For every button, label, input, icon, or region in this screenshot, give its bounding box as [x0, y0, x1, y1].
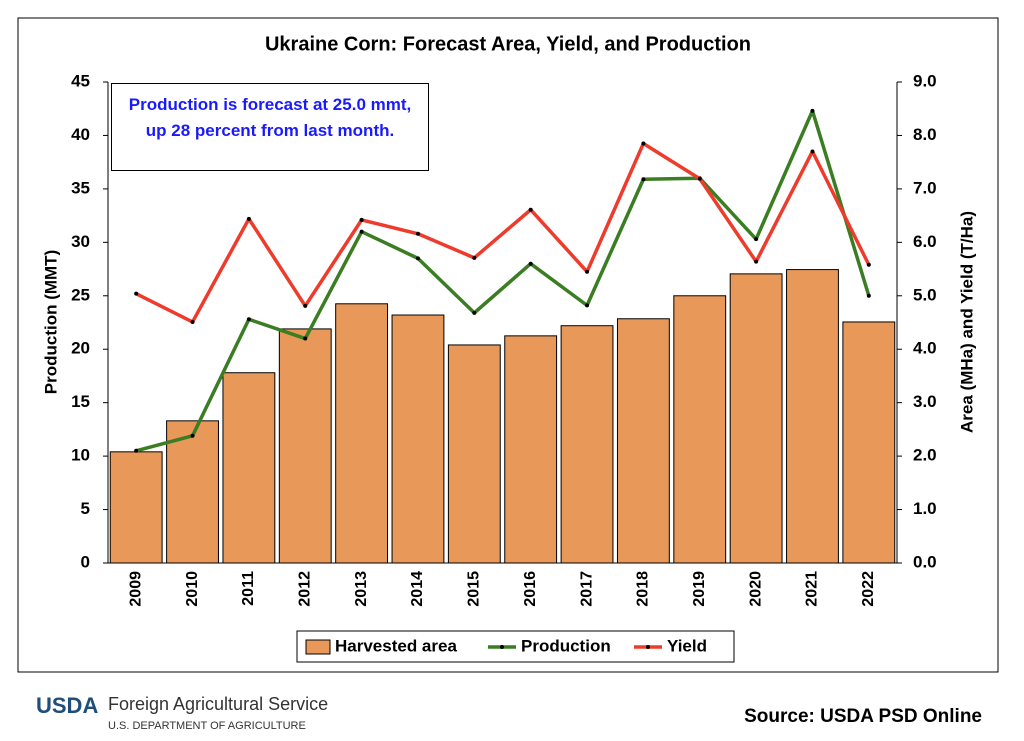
- bar: [222, 372, 276, 564]
- legend-swatch: [305, 639, 331, 655]
- y2-tick-label: 3.0: [913, 392, 937, 411]
- point: [528, 207, 533, 212]
- x-tick-label: 2022: [860, 571, 877, 607]
- y2-tick-label: 8.0: [913, 125, 937, 144]
- y-tick-label: 0: [81, 552, 90, 571]
- legend-swatch-dot: [500, 645, 504, 649]
- bar: [786, 269, 839, 564]
- x-tick-label: 2012: [296, 571, 313, 607]
- x-tick-label: 2016: [522, 571, 539, 607]
- logo: USDA: [36, 693, 98, 718]
- y-tick-label: 15: [71, 392, 90, 411]
- point: [190, 319, 195, 324]
- x-tick-label: 2018: [635, 571, 652, 607]
- point: [754, 237, 759, 242]
- point: [359, 229, 364, 234]
- legend-label: Harvested area: [335, 636, 457, 655]
- point: [134, 291, 139, 296]
- bar: [560, 325, 614, 564]
- legend-label: Production: [521, 636, 611, 655]
- bar: [109, 451, 163, 564]
- point: [641, 141, 646, 146]
- y-tick-label: 40: [71, 125, 90, 144]
- y2-tick-label: 7.0: [913, 178, 937, 197]
- chart-title: Ukraine Corn: Forecast Area, Yield, and …: [265, 33, 751, 55]
- y-tick-label: 25: [71, 285, 90, 304]
- point: [246, 317, 251, 322]
- point: [866, 262, 871, 267]
- bar: [278, 328, 332, 564]
- x-tick-label: 2021: [804, 571, 821, 607]
- point: [866, 293, 871, 298]
- line: [135, 109, 871, 453]
- point: [415, 256, 420, 261]
- x-tick-label: 2013: [353, 571, 370, 607]
- bar: [166, 420, 219, 564]
- point: [190, 433, 195, 438]
- bar: [391, 314, 445, 564]
- point: [754, 259, 759, 264]
- bar: [729, 273, 783, 564]
- point: [810, 149, 815, 154]
- point: [246, 216, 251, 221]
- point: [585, 303, 590, 308]
- y2-tick-label: 5.0: [913, 285, 937, 304]
- y-tick-label: 5: [81, 499, 90, 518]
- point: [303, 303, 308, 308]
- source: Source: USDA PSD Online: [744, 706, 982, 727]
- bar: [335, 303, 389, 564]
- point: [303, 336, 308, 341]
- bar: [673, 295, 727, 564]
- point: [528, 261, 533, 266]
- y-tick-label: 35: [71, 178, 90, 197]
- point: [585, 269, 590, 274]
- y2-tick-label: 4.0: [913, 339, 937, 358]
- y-tick-label: 10: [71, 446, 90, 465]
- y-tick-label: 45: [71, 71, 90, 90]
- x-tick-label: 2010: [184, 571, 201, 607]
- x-tick-label: 2020: [747, 571, 764, 607]
- point: [641, 177, 646, 182]
- y-tick-label: 30: [71, 232, 90, 251]
- point: [134, 448, 139, 453]
- y2-tick-label: 1.0: [913, 499, 937, 518]
- bar: [842, 321, 896, 564]
- point: [697, 176, 702, 181]
- point: [472, 255, 477, 260]
- x-tick-label: 2015: [466, 571, 483, 607]
- x-tick-label: 2017: [578, 571, 595, 607]
- bar: [447, 344, 501, 564]
- department: U.S. DEPARTMENT OF AGRICULTURE: [108, 720, 306, 732]
- y2-tick-label: 9.0: [913, 71, 937, 90]
- legend-swatch-dot: [646, 645, 650, 649]
- y-tick-label: 20: [71, 339, 90, 358]
- y2-axis-label: Area (MHa) and Yield (T/Ha): [957, 211, 976, 433]
- point: [359, 217, 364, 222]
- annotation: Production is forecast at 25.0 mmt, up 2…: [111, 83, 429, 171]
- y2-tick-label: 0.0: [913, 552, 937, 571]
- bar: [504, 335, 558, 564]
- x-tick-label: 2014: [409, 571, 426, 607]
- x-tick-label: 2009: [127, 571, 144, 607]
- x-tick-label: 2019: [691, 571, 708, 607]
- bar: [616, 318, 670, 564]
- y2-tick-label: 6.0: [913, 232, 937, 251]
- line: [135, 141, 871, 324]
- point: [415, 231, 420, 236]
- y2-tick-label: 2.0: [913, 446, 937, 465]
- point: [472, 310, 477, 315]
- point: [810, 108, 815, 113]
- agency: Foreign Agricultural Service: [108, 694, 328, 714]
- y-axis-label: Production (MMT): [41, 250, 60, 394]
- legend-label: Yield: [667, 636, 707, 655]
- x-tick-label: 2011: [240, 571, 257, 606]
